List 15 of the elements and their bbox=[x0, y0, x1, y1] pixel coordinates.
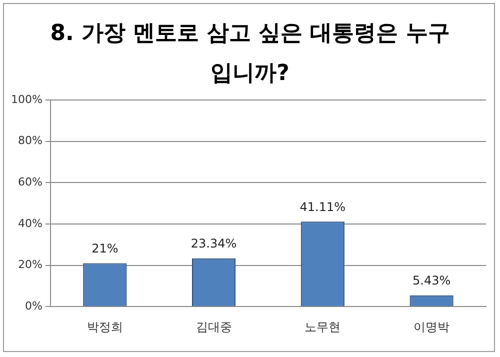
data-label: 5.43% bbox=[412, 274, 451, 288]
x-tick-label: 박정희 bbox=[86, 320, 123, 334]
chart-title: 8. 가장 멘토로 삼고 싶은 대통령은 누구입니까? bbox=[49, 20, 451, 88]
y-tick-label: 60% bbox=[18, 176, 42, 188]
y-tick-label: 100% bbox=[10, 92, 42, 106]
x-tick-label: 이명박 bbox=[414, 320, 450, 334]
y-tick-label: 0% bbox=[24, 299, 42, 312]
y-tick-label: 80% bbox=[18, 134, 42, 148]
data-label: 41.11% bbox=[300, 200, 346, 214]
x-tick-label: 김대중 bbox=[196, 320, 232, 334]
x-tick-label: 노무현 bbox=[304, 320, 341, 334]
y-tick-label: 20% bbox=[18, 258, 42, 272]
y-tick-label: 40% bbox=[18, 216, 42, 230]
data-label: 21% bbox=[92, 241, 118, 256]
data-label: 23.34% bbox=[190, 236, 237, 251]
